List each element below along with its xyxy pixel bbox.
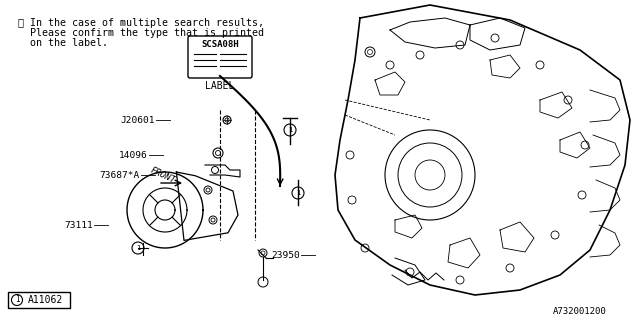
Text: J20601: J20601	[120, 116, 155, 124]
Text: on the label.: on the label.	[18, 38, 108, 48]
Text: A732001200: A732001200	[553, 308, 607, 316]
Text: 23950: 23950	[271, 251, 300, 260]
FancyBboxPatch shape	[188, 36, 252, 78]
Text: FRONT: FRONT	[149, 165, 177, 185]
FancyBboxPatch shape	[8, 292, 70, 308]
Text: ※ In the case of multiple search results,: ※ In the case of multiple search results…	[18, 18, 264, 28]
Text: 1: 1	[288, 127, 292, 133]
Text: SCSA08H: SCSA08H	[201, 39, 239, 49]
Text: 14096: 14096	[119, 150, 148, 159]
Text: 73111: 73111	[64, 220, 93, 229]
Text: 1: 1	[15, 295, 19, 305]
Text: 1: 1	[136, 245, 140, 251]
Text: LABEL: LABEL	[205, 81, 235, 91]
Text: A11062: A11062	[28, 295, 63, 305]
Text: 1: 1	[296, 190, 300, 196]
Text: 73687*A: 73687*A	[100, 171, 140, 180]
Text: Please confirm the type that is printed: Please confirm the type that is printed	[18, 28, 264, 38]
